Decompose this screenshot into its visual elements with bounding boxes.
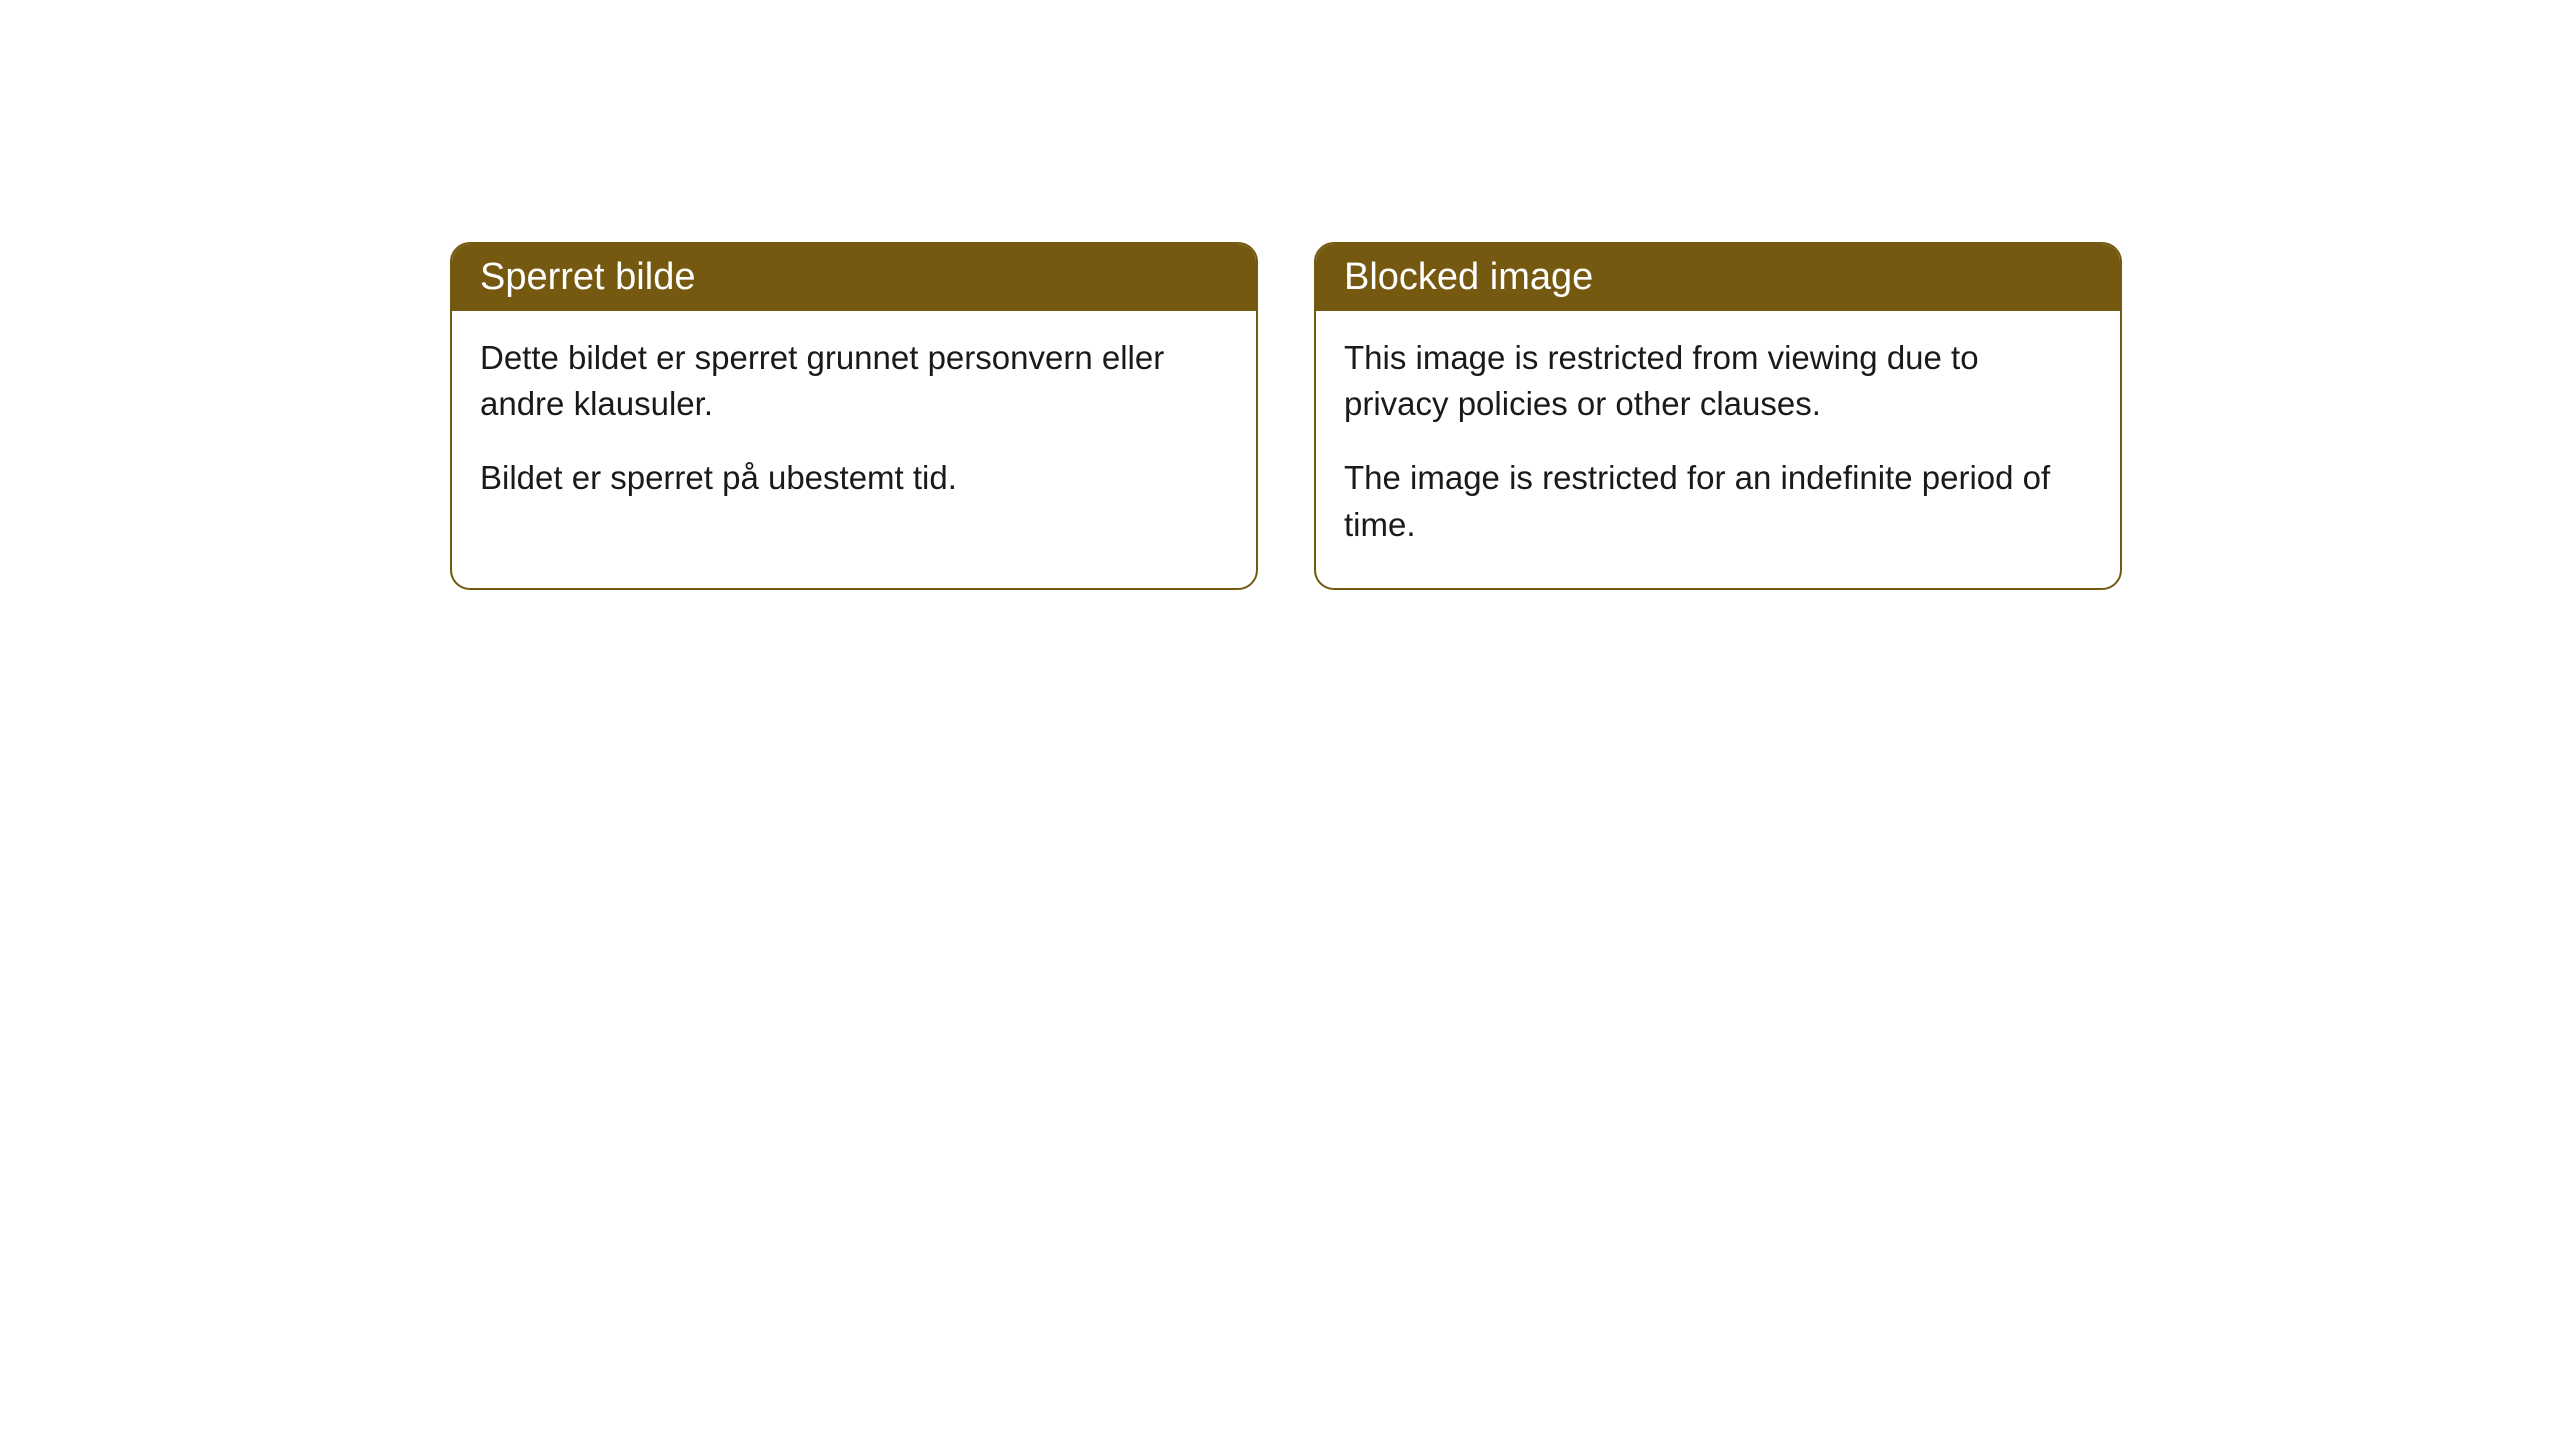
paragraph-text: This image is restricted from viewing du… xyxy=(1344,335,2092,427)
card-body-norwegian: Dette bildet er sperret grunnet personve… xyxy=(452,311,1256,542)
card-header-english: Blocked image xyxy=(1316,244,2120,311)
card-body-english: This image is restricted from viewing du… xyxy=(1316,311,2120,588)
cards-container: Sperret bilde Dette bildet er sperret gr… xyxy=(450,242,2122,590)
card-header-norwegian: Sperret bilde xyxy=(452,244,1256,311)
paragraph-text: Dette bildet er sperret grunnet personve… xyxy=(480,335,1228,427)
card-english: Blocked image This image is restricted f… xyxy=(1314,242,2122,590)
paragraph-text: The image is restricted for an indefinit… xyxy=(1344,455,2092,547)
card-norwegian: Sperret bilde Dette bildet er sperret gr… xyxy=(450,242,1258,590)
paragraph-text: Bildet er sperret på ubestemt tid. xyxy=(480,455,1228,501)
